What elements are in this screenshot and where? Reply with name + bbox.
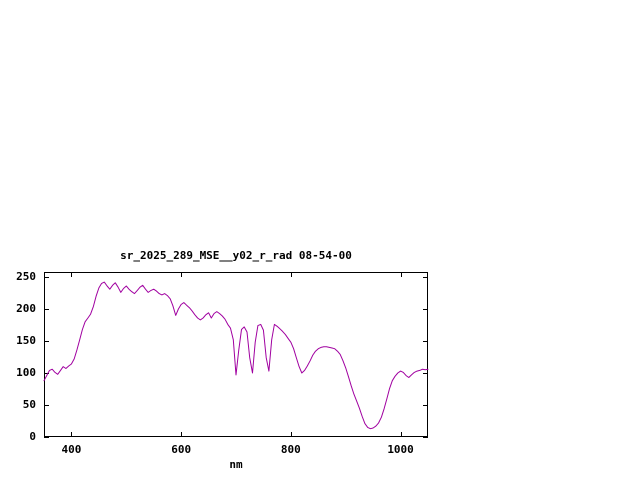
y-tick-label: 250: [16, 269, 36, 283]
y-tick-label: 100: [16, 365, 36, 379]
x-tick-label: 1000: [387, 443, 414, 456]
y-tick-label: 150: [16, 333, 36, 347]
y-tick-label: 0: [29, 430, 36, 443]
spectrum-line: [43, 281, 429, 430]
x-tick-label: 800: [280, 443, 301, 456]
y-tick-label: 200: [16, 301, 36, 315]
x-tick-label: 400: [61, 443, 82, 456]
x-tick-label: 600: [171, 443, 192, 456]
chart-title: sr_2025_289_MSE__y02_r_rad 08-54-00: [120, 249, 352, 262]
plot-border: [44, 272, 428, 437]
y-tick-label: 50: [22, 397, 36, 411]
x-axis-label: nm: [229, 458, 243, 471]
